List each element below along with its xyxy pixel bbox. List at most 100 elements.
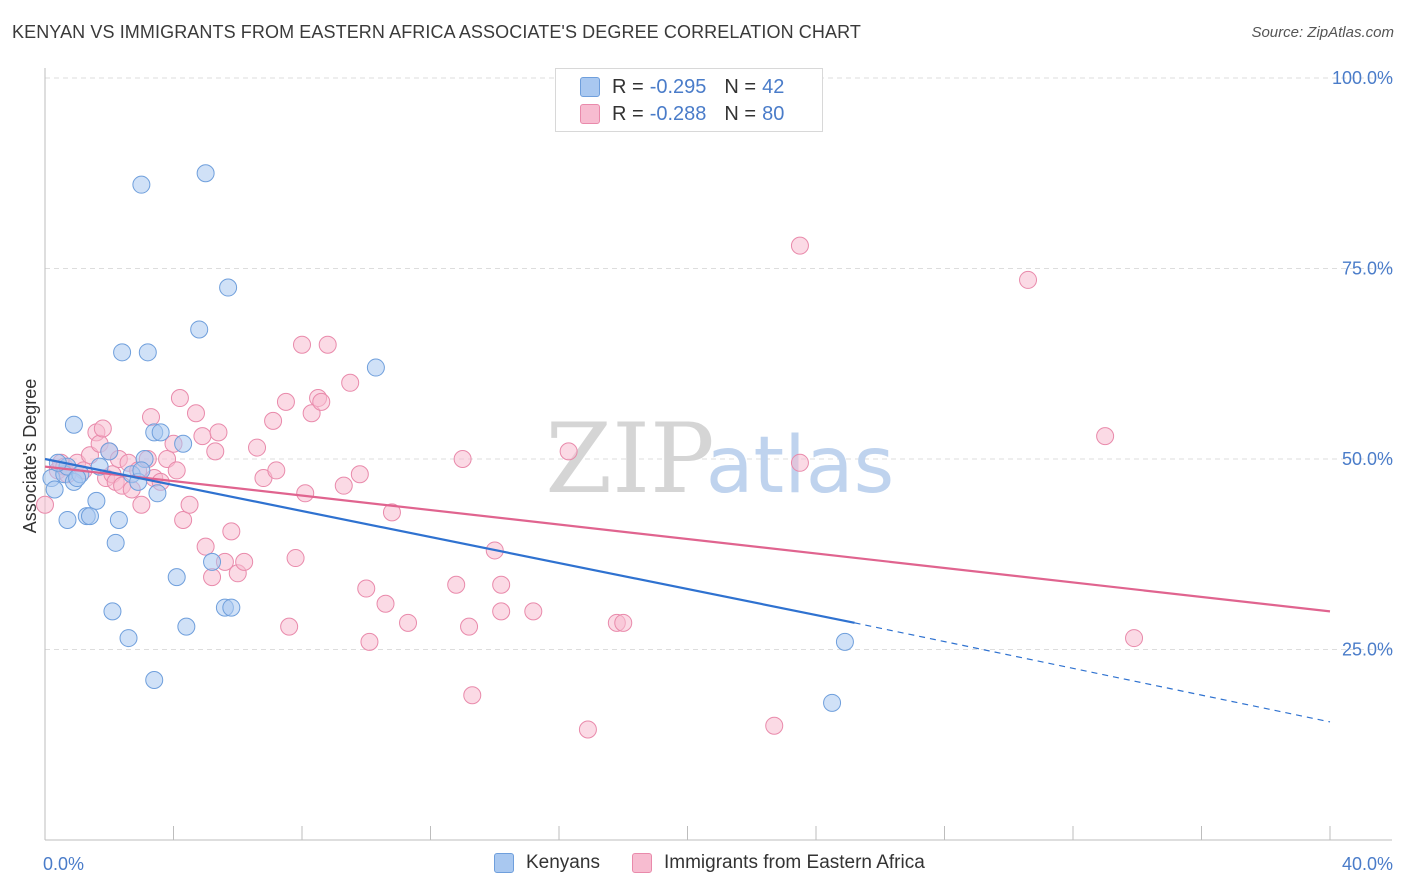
eastern-africa-legend-swatch — [632, 853, 652, 873]
eastern-africa-legend-label: Immigrants from Eastern Africa — [664, 852, 925, 873]
eastern-africa-point — [280, 617, 299, 636]
source-credit: Source: ZipAtlas.com — [1251, 24, 1394, 41]
eastern-africa-point — [382, 503, 401, 522]
eastern-africa-point — [174, 510, 193, 529]
legend-row-kenyans: R = -0.295 N = 42 — [580, 75, 784, 99]
y-axis-label: Associate's Degree — [20, 379, 40, 534]
eastern-africa-point — [447, 575, 466, 594]
eastern-africa-point — [360, 632, 379, 651]
kenyans-r-label: R = — [612, 75, 644, 98]
eastern-africa-point — [790, 236, 809, 255]
eastern-africa-point — [492, 575, 511, 594]
eastern-africa-point — [170, 389, 189, 408]
eastern-africa-r-value: -0.288 — [649, 102, 707, 125]
trend-lines — [44, 457, 1331, 723]
eastern-africa-point — [235, 552, 254, 571]
x-tick-label-max: 40.0% — [1342, 854, 1393, 874]
eastern-africa-point — [180, 495, 199, 514]
eastern-africa-point — [276, 392, 295, 411]
kenyans-legend-label: Kenyans — [526, 852, 600, 873]
kenyans-n-value: 42 — [762, 75, 785, 98]
eastern-africa-point — [790, 453, 809, 472]
kenyans-point — [835, 632, 854, 651]
eastern-africa-point — [460, 617, 479, 636]
kenyans-point — [145, 670, 164, 689]
eastern-africa-point — [296, 484, 315, 503]
eastern-africa-trend-line — [44, 465, 1331, 613]
eastern-africa-point — [334, 476, 353, 495]
eastern-africa-point — [578, 720, 597, 739]
kenyans-point — [177, 617, 196, 636]
eastern-africa-point — [36, 495, 54, 514]
kenyans-point — [45, 480, 64, 499]
kenyans-point — [87, 491, 106, 510]
watermark: ZIP atlas — [545, 403, 894, 515]
eastern-africa-point — [222, 522, 241, 541]
tick-labels: 25.0% 50.0% 75.0% 100.0% 0.0% 40.0% — [43, 68, 1393, 874]
kenyans-r-value: -0.295 — [649, 75, 707, 98]
eastern-africa-point — [248, 438, 267, 457]
legend-item-kenyans[interactable]: Kenyans — [494, 852, 600, 874]
eastern-africa-point — [167, 461, 186, 480]
eastern-africa-r-label: R = — [612, 102, 644, 125]
correlation-legend: R = -0.295 N = 42 R = -0.288 N = 80 — [555, 68, 823, 132]
kenyans-point — [64, 415, 83, 434]
chart-title: KENYAN VS IMMIGRANTS FROM EASTERN AFRICA… — [12, 22, 861, 42]
kenyans-legend-swatch — [494, 853, 514, 873]
eastern-africa-point — [399, 613, 418, 632]
kenyans-point — [203, 552, 222, 571]
kenyans-point — [119, 629, 138, 648]
x-tick-label-min: 0.0% — [43, 854, 84, 874]
eastern-africa-point — [312, 392, 331, 411]
kenyans-point — [196, 164, 215, 183]
kenyans-point — [58, 510, 77, 529]
kenyans-n-label: N = — [724, 75, 757, 98]
eastern-africa-point — [293, 335, 311, 354]
axes — [44, 68, 1392, 841]
kenyans-point — [174, 434, 193, 453]
kenyans-point — [366, 358, 385, 377]
eastern-africa-point — [203, 568, 222, 587]
eastern-africa-point — [142, 408, 161, 427]
kenyans-trend-line — [44, 457, 855, 624]
eastern-africa-point — [196, 537, 215, 556]
eastern-africa-point — [1125, 629, 1144, 648]
eastern-africa-point — [614, 613, 633, 632]
kenyans-point — [148, 484, 167, 503]
kenyans-point — [190, 320, 209, 339]
eastern-africa-n-label: N = — [724, 102, 757, 125]
eastern-africa-point — [341, 373, 360, 392]
kenyans-point — [219, 278, 238, 297]
eastern-africa-point — [209, 423, 228, 442]
kenyans-trend-extrapolation — [854, 622, 1331, 723]
eastern-africa-point — [1019, 270, 1038, 289]
eastern-africa-point — [376, 594, 395, 613]
y-tick-label: 75.0% — [1342, 259, 1393, 279]
eastern-africa-point — [357, 579, 376, 598]
y-tick-label: 50.0% — [1342, 449, 1393, 469]
kenyans-point — [103, 602, 122, 621]
legend-item-eastern-africa[interactable]: Immigrants from Eastern Africa — [632, 852, 925, 874]
kenyans-swatch — [580, 77, 600, 97]
eastern-africa-n-value: 80 — [762, 102, 785, 125]
kenyans-point — [106, 533, 125, 552]
legend-row-eastern-africa: R = -0.288 N = 80 — [580, 102, 784, 126]
kenyans-point — [222, 598, 241, 617]
eastern-africa-point — [264, 411, 283, 430]
kenyans-point — [80, 507, 99, 526]
eastern-africa-point — [193, 427, 212, 446]
watermark-zip: ZIP — [545, 403, 714, 515]
eastern-africa-point — [765, 716, 784, 735]
series-legend: Kenyans Immigrants from Eastern Africa — [0, 852, 1406, 878]
kenyans-point — [138, 343, 157, 362]
eastern-africa-point — [318, 335, 337, 354]
eastern-africa-point — [206, 442, 225, 461]
eastern-africa-point — [267, 461, 286, 480]
eastern-africa-swatch — [580, 104, 600, 124]
eastern-africa-point — [1096, 427, 1115, 446]
eastern-africa-point — [463, 686, 482, 705]
y-tick-label: 100.0% — [1332, 68, 1393, 88]
eastern-africa-point — [132, 495, 151, 514]
kenyans-point — [113, 343, 132, 362]
